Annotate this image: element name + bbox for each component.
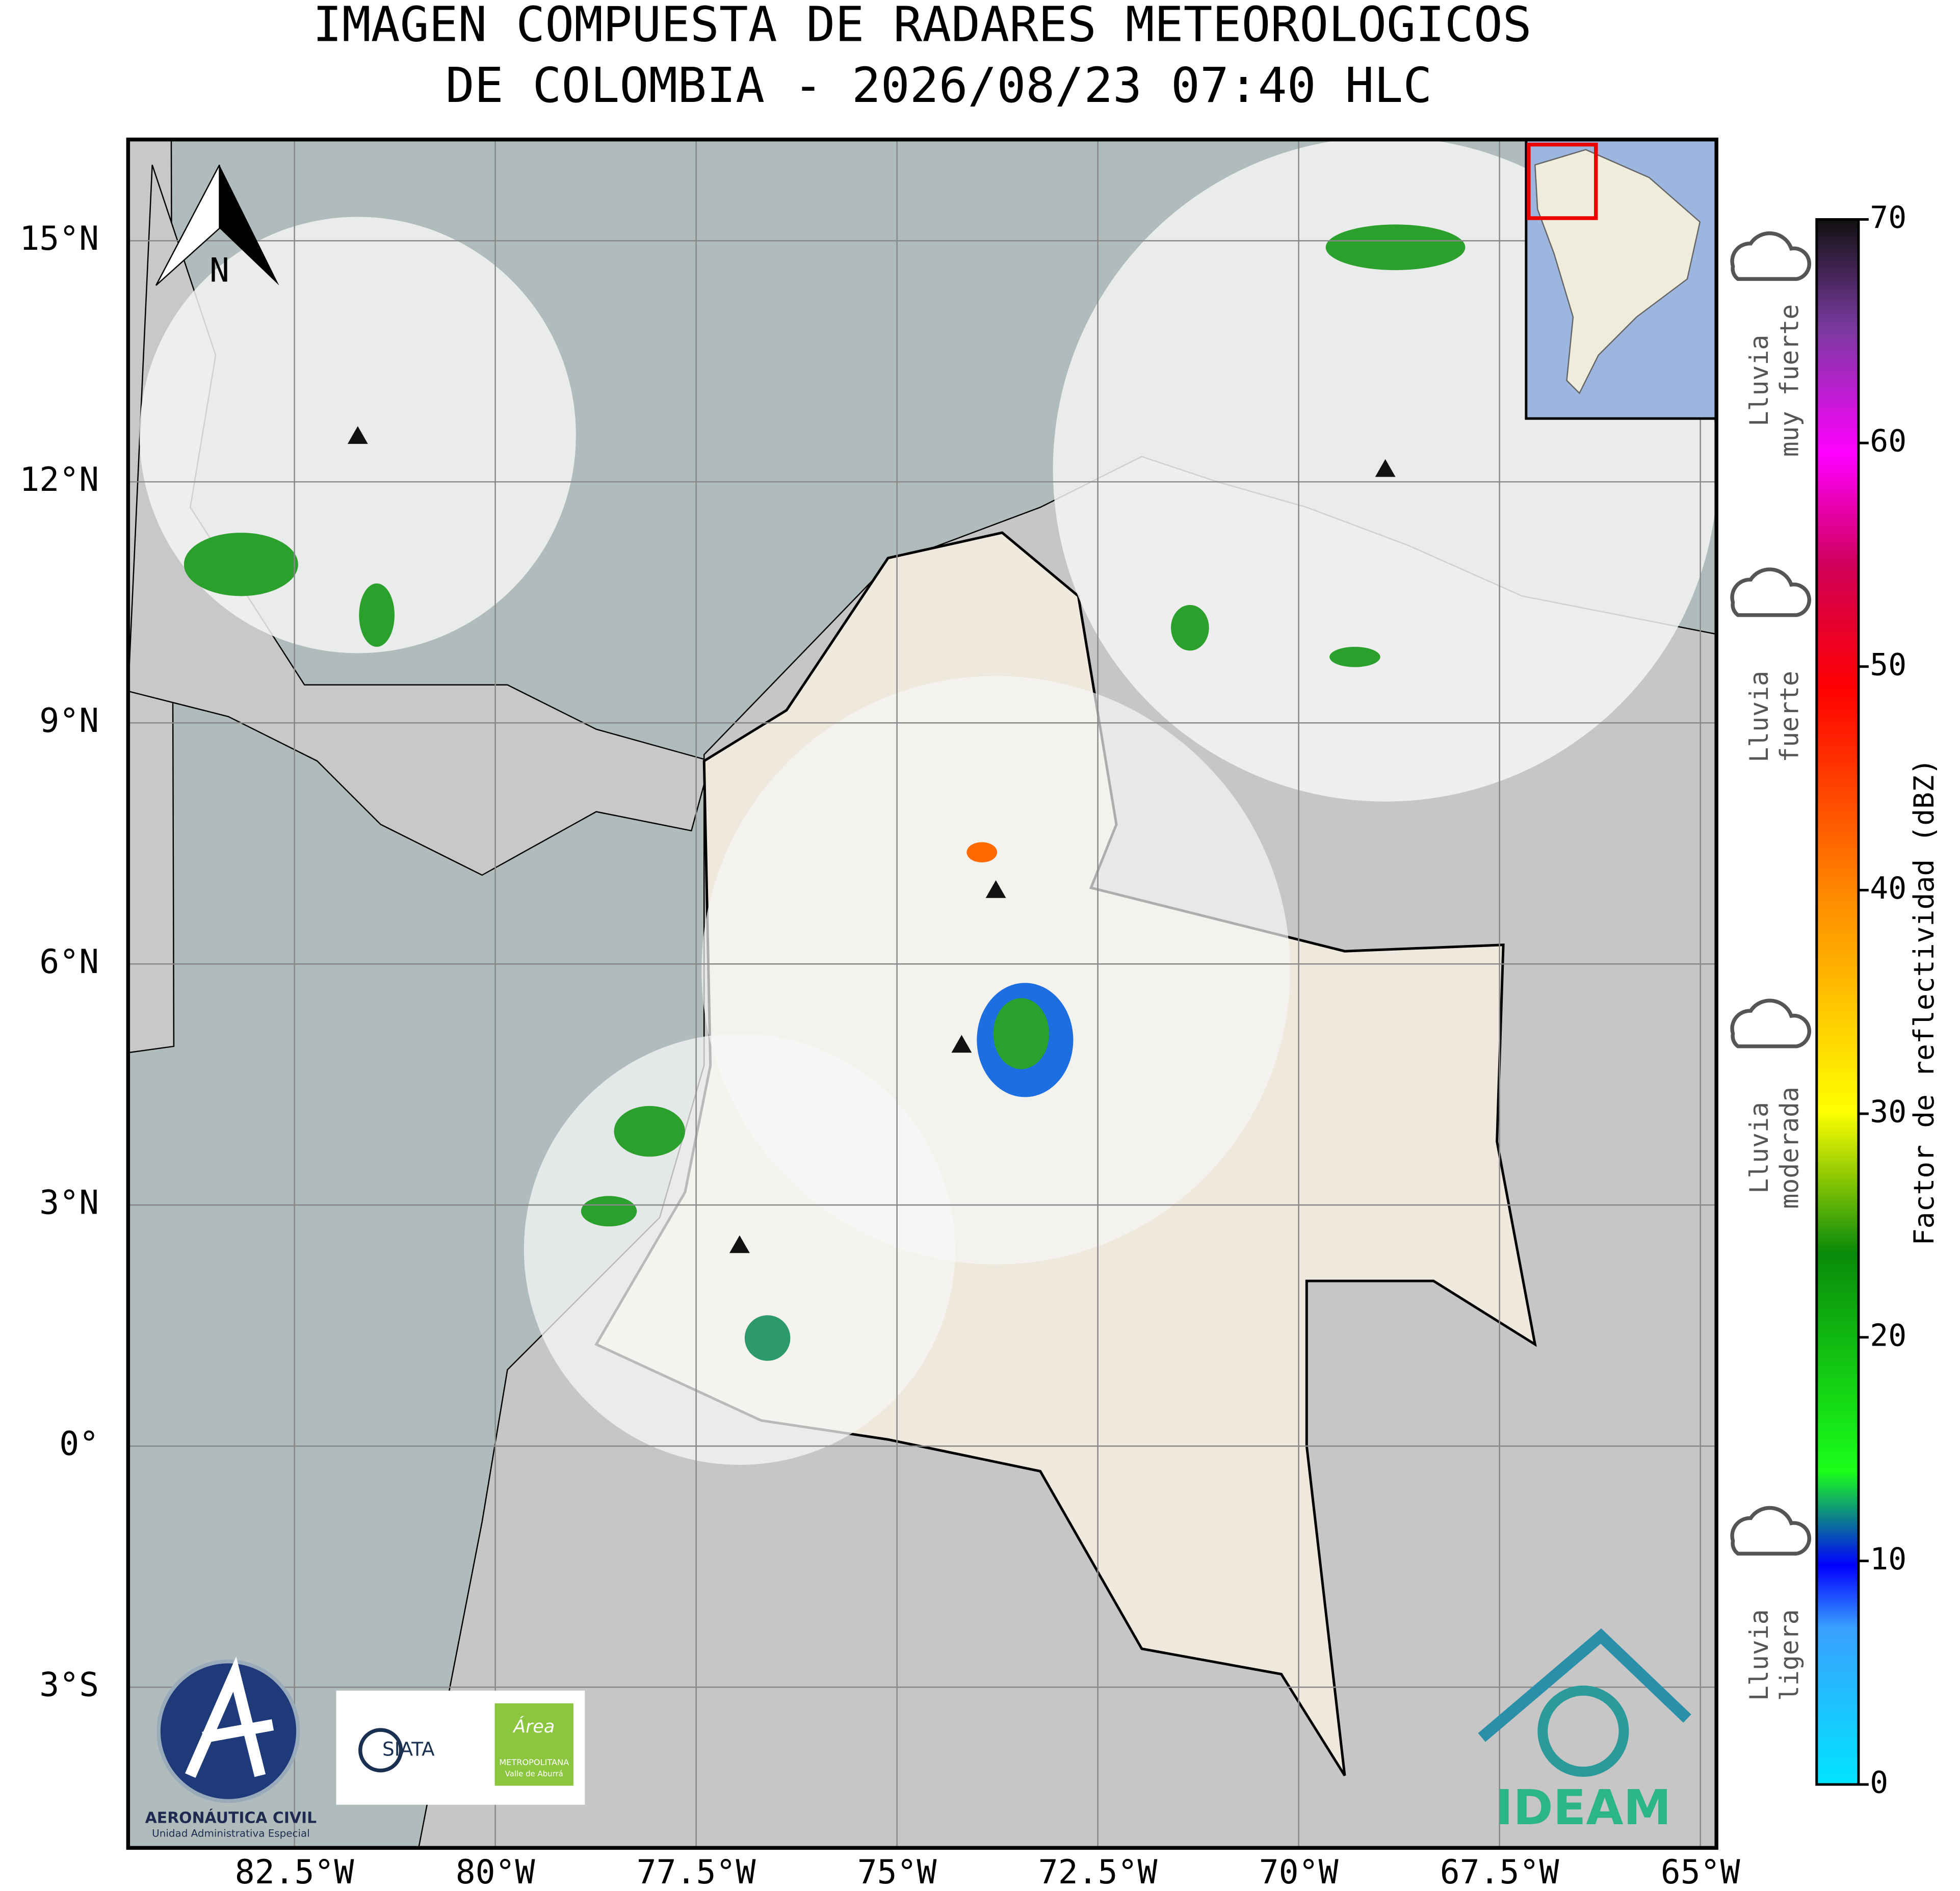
echo (966, 842, 998, 863)
radar-site (951, 1035, 972, 1053)
logo-letter (185, 1656, 274, 1778)
colorbar-tick-label: 30 (1870, 1095, 1906, 1130)
inset-map (1525, 139, 1717, 420)
arrow-right (219, 165, 279, 285)
inset-extent (1527, 142, 1598, 220)
logo-siata-area: SIATA Área METROPOLITANA Valle de Aburrá (336, 1690, 585, 1805)
radar-site (729, 1235, 750, 1253)
echo (993, 998, 1050, 1069)
logo-swirl (1537, 1685, 1629, 1777)
intensity-label: moderada (1775, 1087, 1805, 1209)
logo-text: IDEAM (1495, 1780, 1671, 1836)
colorbar-tick-label: 70 (1870, 200, 1906, 235)
colorbar-tick-label: 40 (1870, 871, 1906, 906)
x-tick-label: 65°W (1661, 1853, 1740, 1891)
x-tick-label: 70°W (1259, 1853, 1339, 1891)
intensity-label: ligera (1775, 1609, 1805, 1701)
logo-text: Unidad Administrativa Especial (152, 1828, 310, 1840)
intensity-label: Lluvia (1744, 1609, 1774, 1701)
logo-aeronautica: AERONÁUTICA CIVIL Unidad Administrativa … (145, 1656, 317, 1840)
logo-ideam: IDEAM (1478, 1628, 1691, 1836)
echo (744, 1315, 791, 1361)
echo (614, 1106, 685, 1157)
cloud-icon (1730, 567, 1811, 617)
intensity-label: fuerte (1775, 671, 1805, 763)
y-tick-label: 0° (59, 1425, 99, 1463)
y-tick-label: 9°N (39, 702, 99, 740)
echo (1171, 605, 1209, 651)
echo (1325, 224, 1466, 270)
north-label: N (210, 252, 229, 290)
x-tick-label: 67.5°W (1440, 1853, 1559, 1891)
colorbar-tick-label: 60 (1870, 424, 1906, 459)
radar-site (985, 880, 1006, 898)
logo-text: Área (512, 1716, 555, 1737)
cloud-icon (1730, 1506, 1811, 1556)
logo-area-box (494, 1703, 573, 1786)
echo (1329, 647, 1380, 667)
radar-site (347, 426, 368, 444)
logo-sun (358, 1728, 403, 1773)
logo-text: METROPOLITANA (499, 1757, 569, 1767)
colorbar-tick-label: 10 (1870, 1542, 1906, 1577)
logo-text: SIATA (382, 1738, 435, 1760)
colorbar (1815, 218, 1860, 1786)
intensity-label: Lluvia (1744, 671, 1774, 763)
echo (359, 583, 395, 647)
radar-site (1375, 459, 1396, 477)
intensity-item: Lluvia moderada (1730, 999, 1811, 1209)
y-tick-label: 3°N (39, 1184, 99, 1222)
intensity-label: Lluvia (1744, 1102, 1774, 1194)
x-tick-label: 82.5°W (235, 1853, 354, 1891)
x-tick-label: 75°W (857, 1853, 937, 1891)
y-tick-label: 3°S (39, 1666, 99, 1704)
y-tick-label: 6°N (39, 943, 99, 981)
intensity-item: Lluvia muy fuerte (1730, 231, 1811, 457)
grid (128, 139, 1717, 1848)
map-frame (126, 137, 1718, 1850)
cloud-icon (1730, 231, 1811, 281)
north-arrow: N (155, 164, 279, 290)
colorbar-tick-label: 50 (1870, 647, 1906, 682)
y-tick-label: 12°N (19, 461, 99, 499)
rain-echoes (184, 224, 1466, 1361)
title-line: DE COLOMBIA - 2026/08/23 07:40 HLC (446, 58, 1432, 114)
colorbar-tick-label: 0 (1870, 1766, 1888, 1801)
intensity-item: Lluvia ligera (1730, 1506, 1811, 1701)
logo-text: AERONÁUTICA CIVIL (145, 1809, 317, 1827)
inset-land (1534, 149, 1701, 395)
intensity-label: Lluvia (1744, 335, 1774, 427)
logo-roof (1478, 1628, 1691, 1742)
title-line: IMAGEN COMPUESTA DE RADARES METEOROLOGIC… (313, 0, 1532, 53)
y-tick-label: 15°N (19, 220, 99, 258)
x-tick-label: 72.5°W (1038, 1853, 1158, 1891)
echo (184, 533, 298, 596)
colorbar-label: Factor de reflectividad (dBZ) (1907, 758, 1940, 1246)
echo (581, 1196, 637, 1227)
x-tick-label: 80°W (456, 1853, 535, 1891)
intensity-label: muy fuerte (1775, 304, 1805, 457)
colorbar-tick-label: 20 (1870, 1318, 1906, 1353)
map-area: N AERONÁUTICA CIVIL Unidad Administrativ… (128, 139, 1717, 1848)
x-tick-label: 77.5°W (637, 1853, 756, 1891)
logo-text: Valle de Aburrá (505, 1769, 563, 1778)
axes: 82.5°W 80°W 77.5°W 75°W 72.5°W 70°W 67.5°W 65°W… (19, 220, 1740, 1891)
radar-sites (347, 426, 1396, 1253)
cloud-icon (1730, 999, 1811, 1048)
colorbar-ticks: 0 10 20 30 40 50 60 70 (1858, 200, 1906, 1801)
intensity-item: Lluvia fuerte (1730, 567, 1811, 763)
